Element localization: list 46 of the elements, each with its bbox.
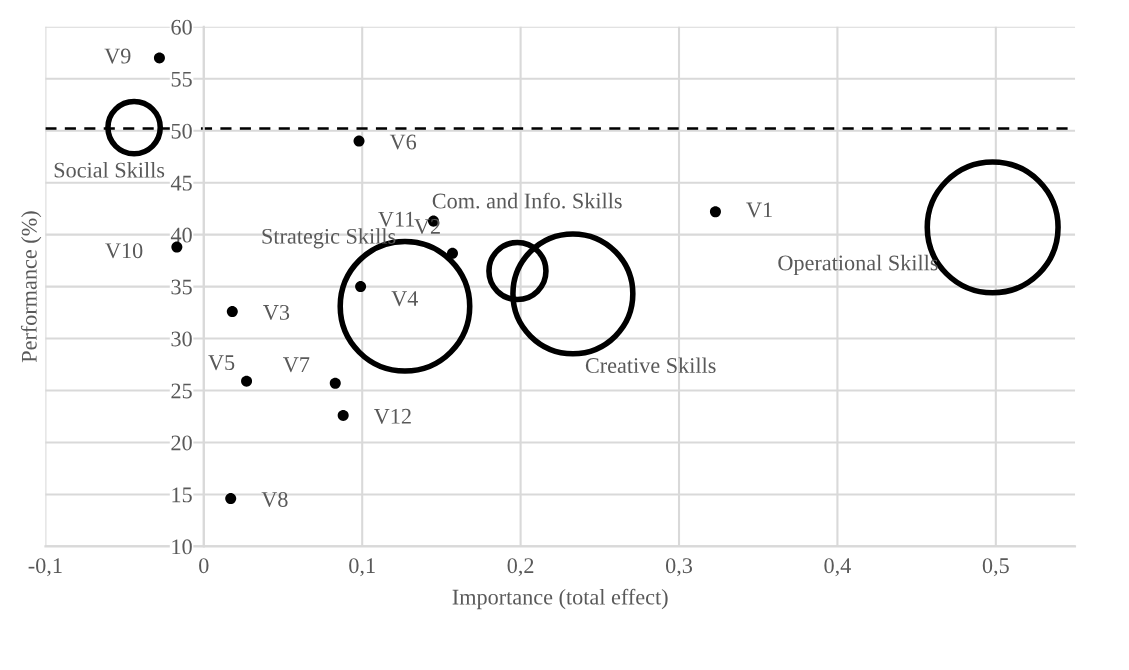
x-tick-label: 0,3: [665, 558, 693, 577]
y-tick-label: 15: [172, 487, 192, 503]
y-axis-title: Performance (%): [20, 211, 42, 363]
annotation: V9: [104, 48, 131, 64]
y-tick-label: 20: [171, 435, 192, 451]
y-tick-label: 40: [170, 227, 192, 243]
annotation: Social Skills: [54, 161, 165, 178]
annotation: V7: [283, 357, 310, 373]
y-tick-label: 35: [171, 279, 192, 295]
y-tick-label: 55: [171, 71, 192, 87]
point: [355, 281, 367, 293]
y-tick-label: 10: [172, 539, 192, 555]
point: [329, 377, 341, 389]
point: [153, 52, 165, 64]
y-tick-label: 45: [170, 175, 192, 191]
annotation: V1: [746, 202, 772, 218]
x-tick-label: 0,5: [982, 558, 1009, 577]
annotation: V3: [263, 304, 290, 320]
point: [225, 493, 237, 505]
annotation: Com. and Info. Skills: [432, 192, 622, 209]
annotation: V6: [389, 134, 417, 150]
x-axis-title: Importance (total effect): [452, 588, 668, 610]
y-tick-label: 25: [171, 383, 192, 399]
point: [446, 247, 459, 259]
annotation: V12: [374, 408, 411, 424]
x-tick-label: 0,4: [824, 558, 851, 577]
x-tick-label: 0: [199, 558, 209, 574]
point: [226, 306, 238, 318]
annotation: V2: [414, 218, 440, 235]
x-tick-label: 0,1: [349, 558, 375, 577]
point: [353, 135, 365, 147]
x-tick-label: 0,2: [507, 558, 534, 577]
annotation: V5: [208, 355, 235, 371]
y-tick-label: 60: [171, 19, 192, 35]
point: [337, 409, 349, 421]
point: [709, 206, 721, 218]
x-tick-label: -0,1: [28, 558, 62, 577]
annotation: Strategic Skills: [262, 228, 396, 249]
annotation: Creative Skills: [585, 357, 716, 374]
annotation: V4: [391, 291, 418, 307]
point: [241, 375, 253, 387]
y-tick-label: 30: [171, 331, 192, 347]
annotation: V11: [378, 211, 415, 227]
annotation: V8: [261, 491, 288, 508]
annotation: V10: [105, 243, 143, 259]
y-tick-label: 50: [171, 123, 192, 139]
